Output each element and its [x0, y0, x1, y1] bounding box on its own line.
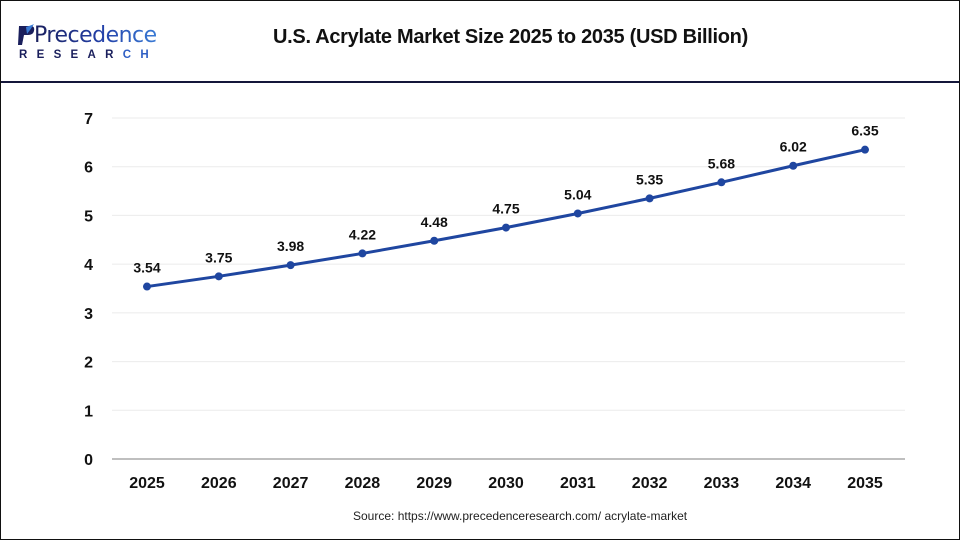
data-point-marker: [502, 223, 510, 232]
data-point-marker: [717, 178, 726, 187]
x-tick-label: 2025: [129, 475, 165, 492]
x-tick-label: 2033: [704, 475, 740, 492]
logo-subtitle: RESEARCH: [19, 49, 158, 61]
data-label: 3.54: [133, 260, 160, 276]
data-label: 3.75: [205, 249, 232, 265]
data-point-marker: [286, 261, 295, 270]
data-point-marker: [789, 161, 798, 170]
data-point-marker: [214, 272, 223, 281]
x-tick-label: 2031: [560, 475, 596, 492]
data-label: 5.35: [636, 171, 663, 187]
y-axis: 0 1 2 3 4 5 6 7: [84, 111, 93, 469]
data-point-marker: [573, 209, 582, 218]
x-tick-label: 2027: [273, 475, 309, 492]
data-label: 5.68: [708, 155, 735, 171]
data-point-marker: [861, 145, 869, 154]
data-point-marker: [430, 236, 439, 245]
y-tick-label: 4: [84, 257, 93, 274]
source-note: Source: https://www.precedenceresearch.c…: [353, 509, 688, 523]
data-label: 4.75: [492, 201, 519, 217]
data-label: 4.48: [421, 214, 448, 230]
y-tick-label: 3: [84, 306, 93, 323]
x-tick-label: 2030: [488, 475, 524, 492]
chart-title: U.S. Acrylate Market Size 2025 to 2035 (…: [273, 26, 748, 48]
y-tick-label: 1: [84, 403, 93, 420]
x-tick-label: 2035: [847, 475, 883, 492]
logo-wordmark: Precedence: [34, 23, 157, 48]
x-axis: 2025 2026 2027 2028 2029 2030 2031 2032 2033 2034…: [112, 458, 905, 492]
brand-logo: Precedence RESEARCH: [17, 21, 167, 63]
x-tick-label: 2028: [345, 475, 381, 492]
x-tick-label: 2034: [775, 475, 811, 492]
data-label: 4.22: [349, 226, 376, 242]
data-point-marker: [143, 282, 151, 291]
y-tick-label: 7: [84, 111, 93, 128]
precedence-logo-mark-icon: [18, 24, 35, 45]
x-tick-label: 2032: [632, 475, 668, 492]
x-tick-label: 2029: [416, 475, 452, 492]
y-tick-label: 0: [84, 452, 93, 469]
data-label: 5.04: [564, 186, 591, 202]
y-tick-label: 6: [84, 160, 93, 177]
data-label: 6.02: [780, 139, 807, 155]
data-point-marker: [645, 194, 654, 203]
series-line: [146, 148, 866, 289]
data-series: 3.54 3.75 3.98 4.22 4.48 4.75 5.04 5.35 5.68 6.02…: [133, 123, 879, 291]
logo-top: Precedence: [17, 21, 157, 47]
data-point-marker: [358, 249, 367, 258]
gridlines: [112, 117, 905, 411]
y-tick-label: 5: [84, 208, 93, 225]
data-label: 6.35: [851, 123, 878, 139]
data-label: 3.98: [277, 238, 304, 254]
x-tick-label: 2026: [201, 475, 237, 492]
header: Precedence RESEARCH U.S. Acrylate Market…: [1, 1, 959, 83]
y-tick-label: 2: [84, 355, 93, 372]
